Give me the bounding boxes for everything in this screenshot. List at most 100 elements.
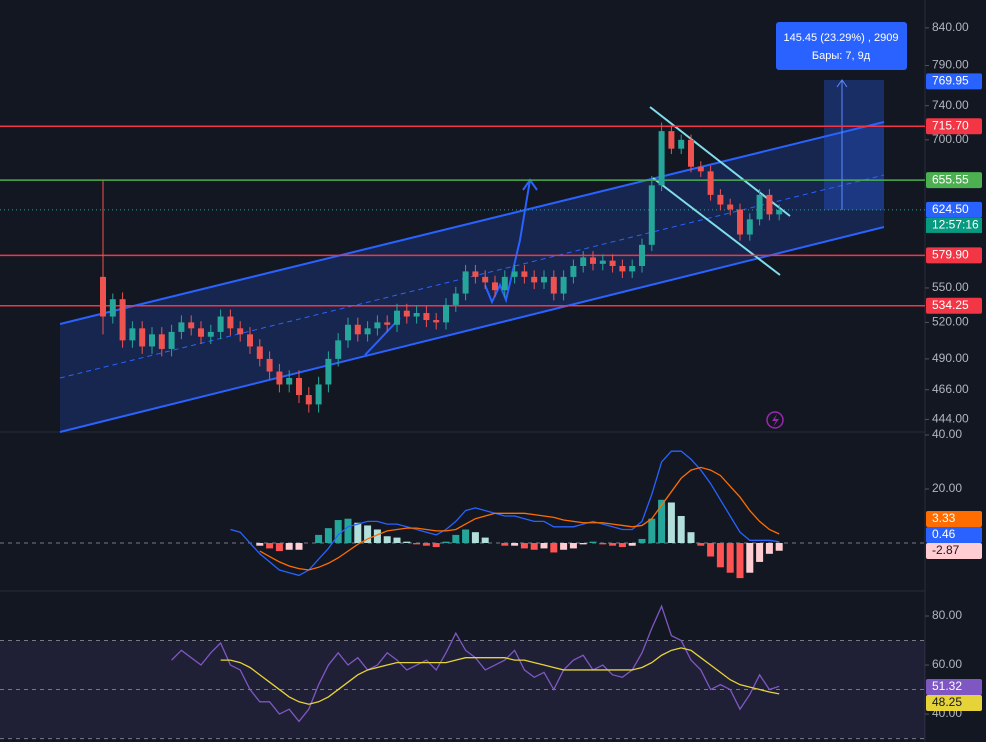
histogram-bar	[746, 543, 754, 573]
histogram-bar	[599, 543, 607, 545]
candle-body	[217, 316, 224, 332]
candle-body	[374, 322, 381, 329]
candle-body	[286, 377, 293, 385]
candle-body	[737, 209, 743, 235]
histogram-bar	[501, 543, 509, 546]
histogram-bar	[716, 543, 724, 568]
histogram-bar	[481, 537, 489, 544]
histogram-bar	[648, 518, 656, 544]
candle-body	[237, 328, 244, 335]
candle-body	[746, 219, 753, 235]
y-tick-label: 40.00	[932, 427, 962, 441]
countdown: 12:57:16	[932, 218, 979, 232]
y-tick-label: 466.00	[932, 382, 969, 396]
histogram-bar	[560, 543, 568, 550]
candle-body	[541, 276, 547, 283]
trend-line	[652, 177, 781, 276]
histogram-bar	[677, 515, 685, 544]
candle-body	[227, 316, 234, 329]
candle-body	[296, 377, 302, 396]
measure-text: 145.45 (23.29%) , 2909	[784, 32, 899, 44]
histogram-bar	[569, 543, 577, 549]
histogram-bar	[756, 543, 764, 562]
candle-body	[276, 371, 283, 385]
histogram-bar	[452, 534, 460, 544]
candle-body	[335, 340, 342, 359]
y-tick-label: 840.00	[932, 20, 969, 34]
candle-body	[462, 271, 469, 294]
histogram-bar	[687, 532, 695, 544]
candle-body	[590, 257, 596, 264]
candle-body	[570, 266, 577, 277]
candle-body	[129, 328, 136, 341]
histogram-bar	[334, 520, 342, 544]
histogram-bar	[462, 529, 470, 544]
histogram-bar	[697, 543, 705, 546]
y-tick-label: 550.00	[932, 280, 969, 294]
histogram-bar	[344, 518, 352, 544]
histogram-bar	[324, 528, 332, 544]
candle-body	[354, 324, 361, 335]
candle-body	[188, 322, 195, 329]
histogram-bar	[354, 522, 362, 544]
candle-body	[472, 271, 479, 277]
measure-text: Бары: 7, 9д	[812, 50, 871, 62]
candle-body	[629, 266, 636, 272]
candle-body	[158, 334, 165, 349]
histogram-bar	[442, 541, 450, 544]
axis-badge	[926, 247, 982, 264]
candle-body	[345, 324, 351, 341]
indicator-line	[220, 647, 780, 705]
candle-body	[168, 331, 175, 349]
axis-badge	[926, 118, 982, 135]
y-tick-label: 490.00	[932, 351, 969, 365]
histogram-bar	[658, 499, 666, 544]
histogram-bar	[471, 532, 479, 544]
candle-body	[247, 334, 253, 347]
y-tick-label: 790.00	[932, 58, 969, 72]
y-tick-label: 80.00	[932, 608, 962, 622]
histogram-bar	[579, 543, 587, 545]
candle-body	[639, 244, 645, 267]
candle-body	[717, 194, 724, 205]
event-icon-bolt	[772, 414, 779, 427]
candle-body	[648, 185, 655, 245]
candle-body	[727, 204, 734, 210]
candle-body	[384, 322, 391, 325]
candle-body	[452, 293, 459, 305]
candle-body	[580, 257, 587, 267]
candle-body	[697, 166, 704, 172]
y-tick-label: 520.00	[932, 315, 969, 329]
candle-body	[178, 322, 185, 332]
histogram-bar	[726, 543, 734, 573]
candle-body	[413, 313, 420, 317]
candle-body	[501, 276, 508, 291]
histogram-bar	[383, 536, 391, 544]
event-icon[interactable]	[766, 411, 784, 429]
arrow	[484, 179, 531, 305]
histogram-bar	[520, 543, 528, 549]
measure-arrow-head	[836, 79, 848, 88]
candle-body	[707, 171, 714, 195]
candle-body	[492, 282, 498, 291]
candle-body	[560, 276, 567, 294]
histogram-bar	[285, 543, 293, 550]
candle-body	[207, 331, 214, 337]
axis-badge-label: 48.25	[932, 695, 962, 709]
channel-line	[59, 121, 885, 325]
histogram-bar	[373, 529, 381, 544]
candle-body	[315, 384, 322, 405]
measure-box	[824, 80, 884, 210]
candle-body	[688, 139, 694, 167]
histogram-bar	[256, 543, 264, 546]
histogram-bar	[364, 525, 372, 544]
histogram-bar	[618, 543, 626, 548]
candle-body	[266, 358, 273, 372]
channel-line	[59, 226, 885, 433]
histogram-bar	[550, 543, 558, 553]
indicator-line	[259, 466, 780, 571]
axis-badge	[926, 679, 982, 695]
candle-body	[394, 310, 400, 325]
